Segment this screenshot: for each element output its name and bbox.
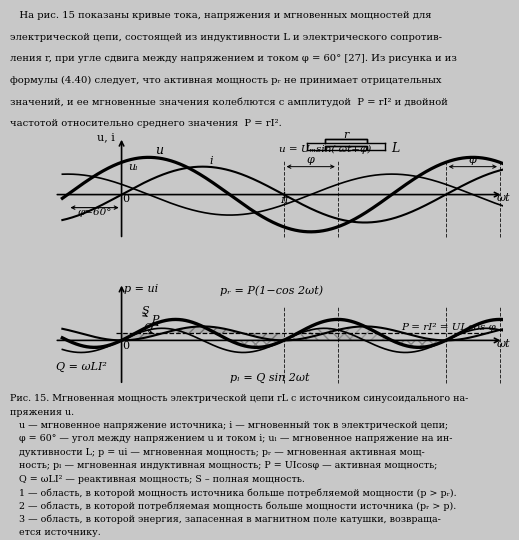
Text: формулы (4.40) следует, что активная мощность pᵣ не принимает отрицательных: формулы (4.40) следует, что активная мощ… — [10, 76, 442, 85]
Text: π: π — [280, 195, 288, 205]
Text: дуктивности L; p = ui — мгновенная мощность; pᵣ — мгновенная активная мощ-: дуктивности L; p = ui — мгновенная мощно… — [10, 448, 425, 457]
Text: электрической цепи, состоящей из индуктивности L и электрического сопротив-: электрической цепи, состоящей из индукти… — [10, 32, 442, 42]
Text: Q = ωLI² — реактивная мощность; S – полная мощность.: Q = ωLI² — реактивная мощность; S – полн… — [10, 475, 305, 484]
Text: φ: φ — [469, 155, 476, 165]
Text: пряжения u.: пряжения u. — [10, 408, 75, 417]
Text: P = rI² = UI cos φ: P = rI² = UI cos φ — [401, 323, 496, 333]
Text: На рис. 15 показаны кривые тока, напряжения и мгновенных мощностей для: На рис. 15 показаны кривые тока, напряже… — [10, 11, 432, 20]
Text: Q: Q — [143, 323, 153, 333]
Text: значений, и ее мгновенные значения колеблются с амплитудой  P = rI² и двойной: значений, и ее мгновенные значения колеб… — [10, 98, 448, 107]
Text: u, i: u, i — [98, 132, 115, 142]
Text: Рис. 15. Мгновенная мощность электрической цепи rL с источником синусоидального : Рис. 15. Мгновенная мощность электрическ… — [10, 394, 469, 403]
Text: φ = 60° — угол между напряжением u и током i; uₗ — мгновенное напряжение на ин-: φ = 60° — угол между напряжением u и ток… — [10, 435, 453, 443]
Text: Q = ωLI²: Q = ωLI² — [56, 362, 106, 372]
Text: ность; pₗ — мгновенная индуктивная мощность; P = UIcosφ — активная мощность;: ность; pₗ — мгновенная индуктивная мощно… — [10, 461, 438, 470]
Text: S: S — [141, 306, 149, 315]
Text: i: i — [209, 156, 213, 166]
Text: ется источнику.: ется источнику. — [10, 528, 101, 537]
Text: u = Uₘsin( ωt+φ): u = Uₘsin( ωt+φ) — [279, 145, 371, 154]
Text: p = ui: p = ui — [124, 284, 158, 294]
Text: ωt: ωt — [497, 193, 510, 203]
Text: ωt: ωt — [497, 339, 510, 349]
Text: 0: 0 — [122, 341, 129, 350]
Text: φ=60°: φ=60° — [77, 208, 112, 217]
Text: φ: φ — [307, 155, 315, 165]
Text: 3 — область, в которой энергия, запасенная в магнитном поле катушки, возвраща-: 3 — область, в которой энергия, запасенн… — [10, 515, 441, 524]
Text: pₗ = Q sin 2ωt: pₗ = Q sin 2ωt — [230, 373, 309, 383]
Text: L: L — [391, 141, 399, 154]
Text: pᵣ = P(1−cos 2ωt): pᵣ = P(1−cos 2ωt) — [220, 285, 323, 296]
Text: r: r — [344, 130, 349, 140]
Text: u — мгновенное напряжение источника; i — мгновенный ток в электрической цепи;: u — мгновенное напряжение источника; i —… — [10, 421, 448, 430]
Text: частотой относительно среднего значения  P = rI².: частотой относительно среднего значения … — [10, 119, 282, 129]
Text: uₗ: uₗ — [128, 163, 138, 172]
Text: u: u — [155, 144, 163, 157]
Text: 0: 0 — [122, 194, 129, 204]
Text: 1 — область, в которой мощность источника больше потребляемой мощности (p > pᵣ).: 1 — область, в которой мощность источник… — [10, 488, 457, 497]
Text: 2 — область, в которой потребляемая мощность больше мощности источника (pᵣ > p).: 2 — область, в которой потребляемая мощн… — [10, 502, 457, 511]
Text: ления r, при угле сдвига между напряжением и током φ = 60° [27]. Из рисунка и из: ления r, при угле сдвига между напряжени… — [10, 54, 457, 63]
Text: P: P — [152, 314, 159, 325]
